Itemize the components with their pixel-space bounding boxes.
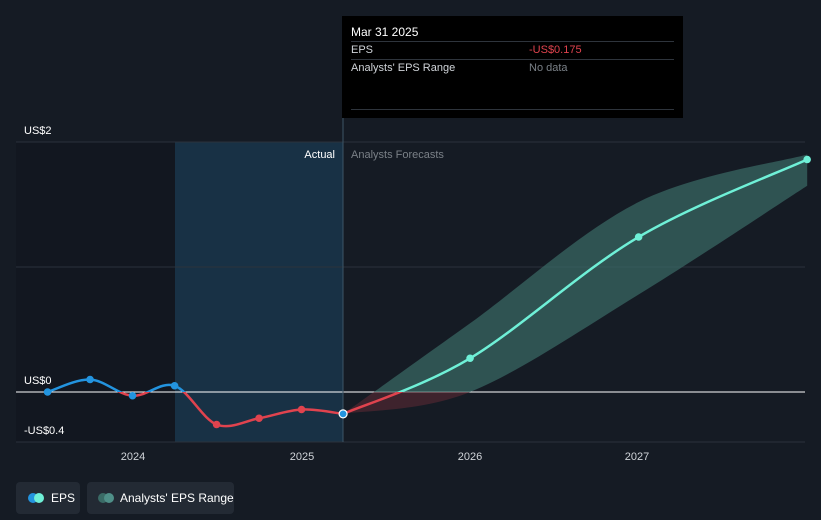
eps-forecast-point: [803, 155, 811, 164]
tooltip-eps-value: -US$0.175: [529, 44, 582, 56]
actual-shaded-region: [175, 142, 343, 442]
y-tick-label-zero: US$0: [24, 375, 52, 387]
tooltip-range-value: No data: [529, 62, 568, 74]
eps-actual-point: [338, 409, 348, 419]
tooltip-panel: Mar 31 2025 EPS -US$0.175 Analysts' EPS …: [342, 16, 683, 118]
eps-actual-point: [297, 405, 306, 414]
eps-range-band-negative: [343, 392, 471, 414]
tooltip-range-row: Analysts' EPS Range No data: [351, 59, 674, 76]
forecast-region-label: Analysts Forecasts: [351, 149, 444, 161]
eps-actual-point: [43, 388, 52, 396]
tooltip-eps-row: EPS -US$0.175: [351, 41, 674, 58]
y-tick-label-bottom: -US$0.4: [24, 425, 64, 437]
tooltip-divider: [351, 109, 674, 110]
eps-actual-point: [212, 420, 221, 429]
x-tick-label-2024: 2024: [121, 451, 145, 463]
x-tick-label-2026: 2026: [458, 451, 482, 463]
eps-actual-point: [86, 375, 94, 384]
eps-actual-dot-icon: [28, 493, 38, 503]
eps-forecast-dot-icon: [34, 493, 44, 503]
tooltip-eps-label: EPS: [351, 44, 374, 56]
eps-forecast-line-positive: [396, 158, 808, 392]
legend-eps-label: EPS: [51, 491, 76, 505]
range-dot-icon-2: [104, 493, 114, 503]
eps-actual-point: [128, 391, 137, 400]
legend-range-button[interactable]: Analysts' EPS Range: [87, 482, 234, 514]
eps-range-band-positive: [373, 154, 808, 392]
legend-range-label: Analysts' EPS Range: [120, 491, 234, 505]
range-dot-icon: [98, 493, 108, 503]
tooltip-range-label: Analysts' EPS Range: [351, 62, 456, 74]
x-tick-label-2027: 2027: [625, 451, 649, 463]
eps-forecast-point: [466, 354, 474, 363]
tooltip-date: Mar 31 2025: [351, 25, 419, 39]
x-tick-label-2025: 2025: [290, 451, 314, 463]
eps-forecast-point: [634, 233, 643, 241]
eps-actual-point: [170, 381, 179, 390]
actual-region-label: Actual: [304, 149, 335, 161]
pre-actual-shaded-region: [16, 142, 175, 442]
legend-eps-button[interactable]: EPS: [16, 482, 80, 514]
eps-actual-point: [255, 414, 263, 423]
y-tick-label-top: US$2: [24, 125, 52, 137]
